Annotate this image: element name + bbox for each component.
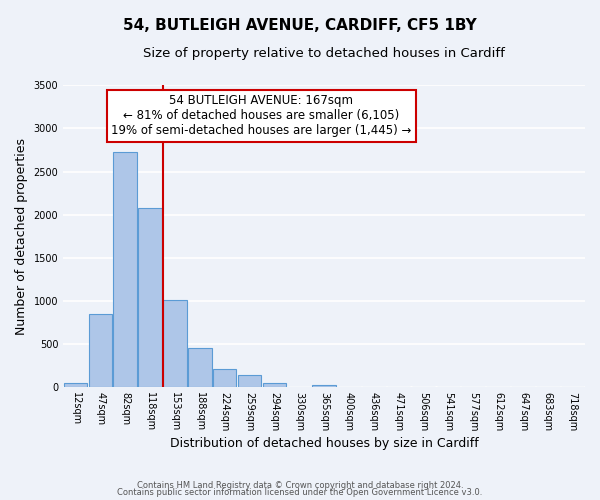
Text: Contains public sector information licensed under the Open Government Licence v3: Contains public sector information licen… bbox=[118, 488, 482, 497]
Text: Contains HM Land Registry data © Crown copyright and database right 2024.: Contains HM Land Registry data © Crown c… bbox=[137, 480, 463, 490]
Text: 54 BUTLEIGH AVENUE: 167sqm
← 81% of detached houses are smaller (6,105)
19% of s: 54 BUTLEIGH AVENUE: 167sqm ← 81% of deta… bbox=[111, 94, 412, 138]
Text: 54, BUTLEIGH AVENUE, CARDIFF, CF5 1BY: 54, BUTLEIGH AVENUE, CARDIFF, CF5 1BY bbox=[123, 18, 477, 32]
Y-axis label: Number of detached properties: Number of detached properties bbox=[15, 138, 28, 334]
Bar bbox=[64, 383, 88, 387]
Bar bbox=[238, 374, 262, 387]
Bar bbox=[263, 383, 286, 387]
Bar bbox=[213, 370, 236, 387]
Bar bbox=[89, 314, 112, 387]
Bar bbox=[188, 348, 212, 387]
Bar bbox=[113, 152, 137, 387]
Title: Size of property relative to detached houses in Cardiff: Size of property relative to detached ho… bbox=[143, 48, 505, 60]
Bar bbox=[312, 385, 336, 387]
X-axis label: Distribution of detached houses by size in Cardiff: Distribution of detached houses by size … bbox=[170, 437, 478, 450]
Bar bbox=[163, 300, 187, 387]
Bar bbox=[139, 208, 162, 387]
